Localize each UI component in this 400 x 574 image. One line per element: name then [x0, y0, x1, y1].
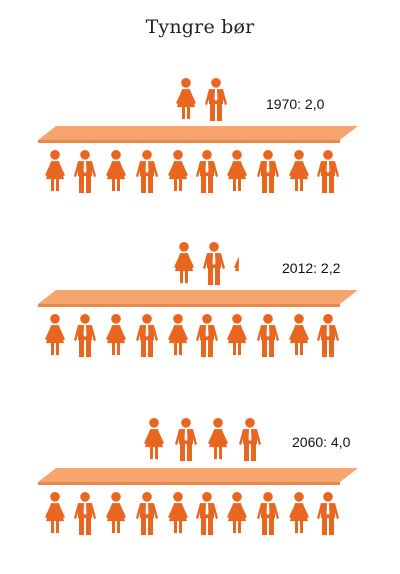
- panel-2012: 2012: 2,2: [0, 236, 400, 386]
- person-icon: [74, 314, 96, 358]
- person-icon: [168, 314, 188, 356]
- person-icon: [205, 78, 227, 122]
- panel-graphic: [38, 418, 358, 536]
- person-icon: [74, 150, 96, 194]
- person-icon: [45, 492, 65, 534]
- panel-2060: 2060: 4,0: [0, 410, 400, 560]
- person-icon: [257, 314, 279, 358]
- board: [38, 304, 340, 307]
- person-icon: [239, 418, 261, 462]
- person-icon: [257, 150, 279, 194]
- board: [38, 482, 340, 485]
- person-icon: [168, 150, 188, 192]
- person-icon: [106, 492, 126, 534]
- person-icon: [257, 492, 279, 536]
- diagram-title: Tyngre bør: [145, 16, 255, 38]
- person-icon: [196, 492, 218, 536]
- person-icon: [45, 314, 65, 356]
- board: [38, 140, 340, 143]
- person-icon: [196, 150, 218, 194]
- panel-label: 2060: 4,0: [292, 434, 351, 450]
- person-icon: [45, 150, 65, 192]
- person-icon: [289, 314, 309, 356]
- board-top: [38, 126, 358, 140]
- board-top: [38, 290, 358, 304]
- person-icon: [196, 314, 218, 358]
- person-icon: [144, 418, 164, 460]
- person-icon: [136, 314, 158, 358]
- board-top: [38, 468, 358, 482]
- person-icon: [106, 314, 126, 356]
- person-icon: [136, 150, 158, 194]
- person-icon: [227, 492, 247, 534]
- person-icon: [317, 314, 339, 358]
- person-icon: [203, 242, 225, 286]
- person-icon: [289, 492, 309, 534]
- person-icon: [227, 314, 247, 356]
- panel-1970: 1970: 2,0: [0, 68, 400, 218]
- person-icon: [289, 150, 309, 192]
- person-icon: [168, 492, 188, 534]
- person-icon: [176, 78, 196, 120]
- person-icon: [175, 418, 197, 462]
- person-icon: [208, 418, 228, 460]
- panel-label: 1970: 2,0: [266, 96, 325, 112]
- person-icon: [317, 150, 339, 194]
- person-icon: [227, 150, 247, 192]
- person-icon: [136, 492, 158, 536]
- person-icon: [74, 492, 96, 536]
- panel-graphic: [38, 78, 358, 194]
- person-icon: [174, 242, 194, 284]
- panel-graphic: [38, 242, 358, 358]
- panel-label: 2012: 2,2: [282, 260, 341, 276]
- person-icon: [317, 492, 339, 536]
- person-icon: [234, 256, 239, 272]
- person-icon: [106, 150, 126, 192]
